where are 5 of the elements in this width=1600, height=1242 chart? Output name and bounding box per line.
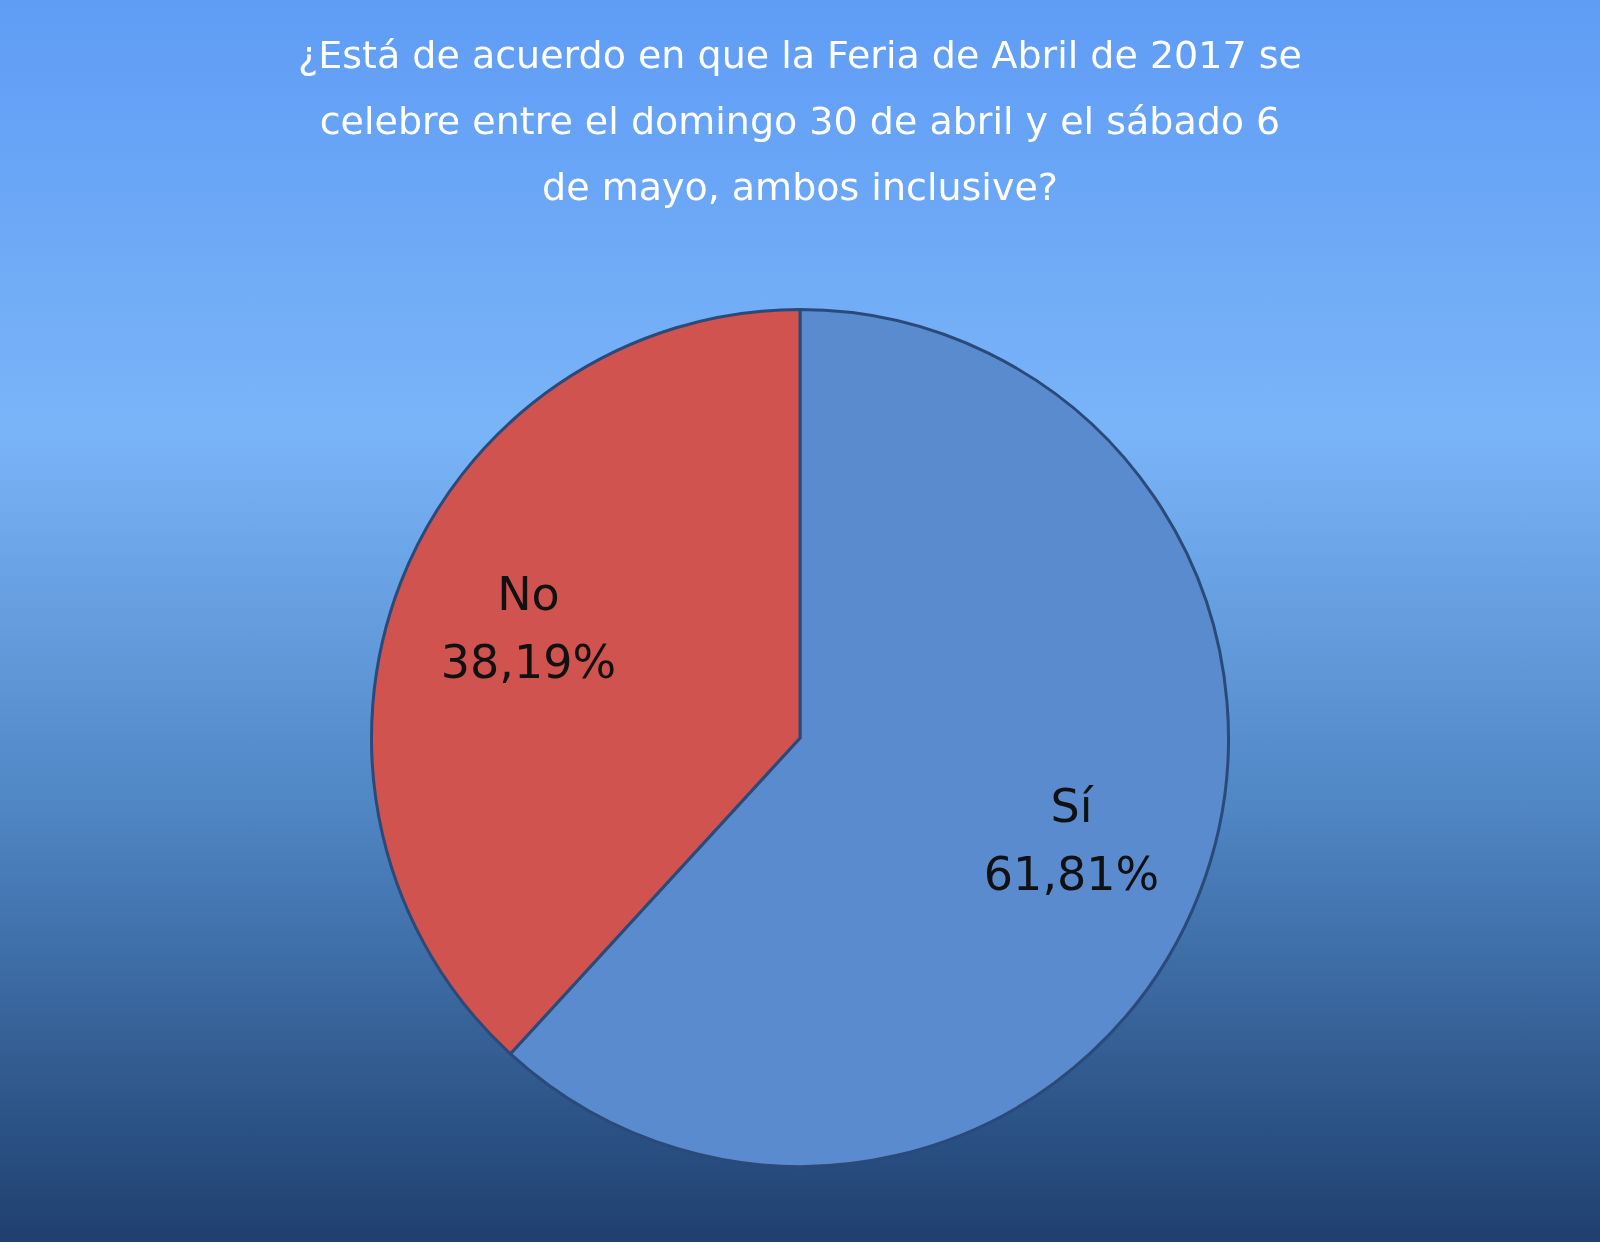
data-label: 38,19% (440, 635, 617, 690)
slice-label: No (497, 567, 560, 622)
slice-label: Sí (1050, 778, 1094, 833)
data-label: 61,81% (983, 846, 1160, 901)
chart-title: ¿Está de acuerdo en que la Feria de Abril de 2017 se celebre entre el domingo 30 de abril y el sábado 6 de mayo, ambos inclusive? (297, 32, 1303, 211)
